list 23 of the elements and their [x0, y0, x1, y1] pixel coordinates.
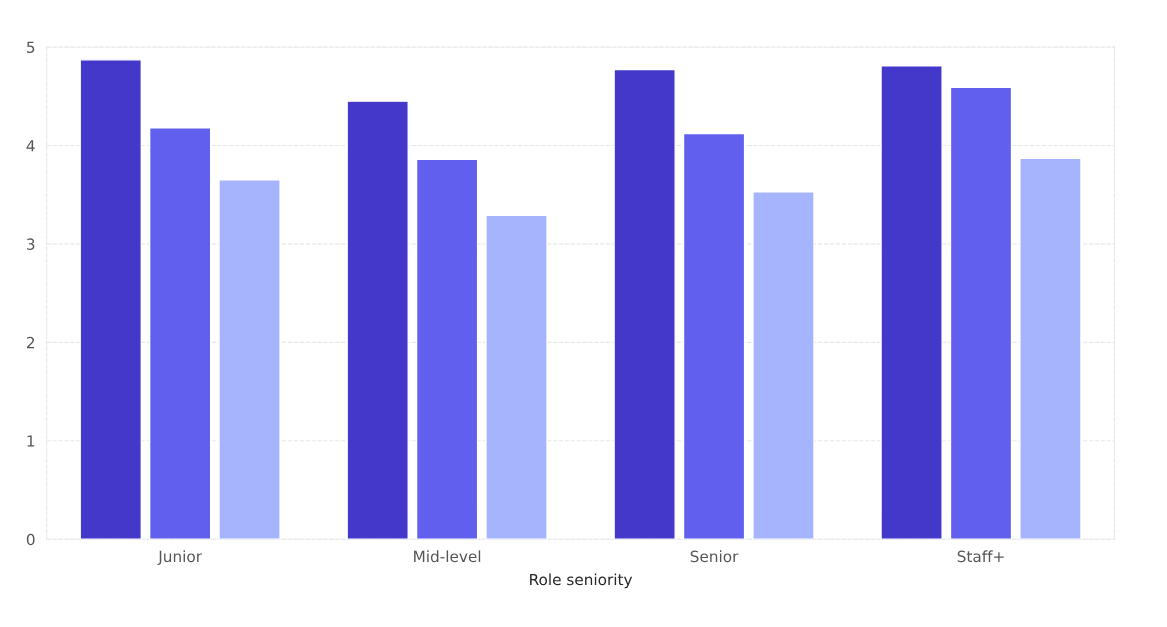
y-tick-label: 1 — [27, 435, 35, 447]
y-tick-label: 5 — [27, 41, 35, 54]
y-tick-label: 4 — [26, 140, 35, 152]
y-tick-label: 2 — [26, 336, 35, 349]
x-tick-label: Junior — [157, 550, 203, 565]
bar — [346, 100, 409, 540]
bar — [682, 132, 746, 540]
x-tick-label: Mid-level — [414, 550, 481, 563]
bar — [485, 214, 548, 540]
x-tick-label: Senior — [690, 550, 739, 563]
bar — [949, 86, 1013, 540]
x-axis-title: Role seniority — [530, 573, 633, 589]
bar — [79, 59, 142, 540]
bar — [752, 191, 815, 540]
y-tick-label: 3 — [27, 238, 35, 250]
bar — [218, 179, 281, 540]
y-tick-label: 0 — [26, 533, 35, 546]
bar — [880, 65, 943, 540]
bar — [1019, 157, 1082, 540]
x-tick-label: Staff+ — [957, 550, 1004, 563]
bar — [415, 158, 479, 540]
bar — [148, 127, 212, 540]
bar — [613, 68, 676, 540]
